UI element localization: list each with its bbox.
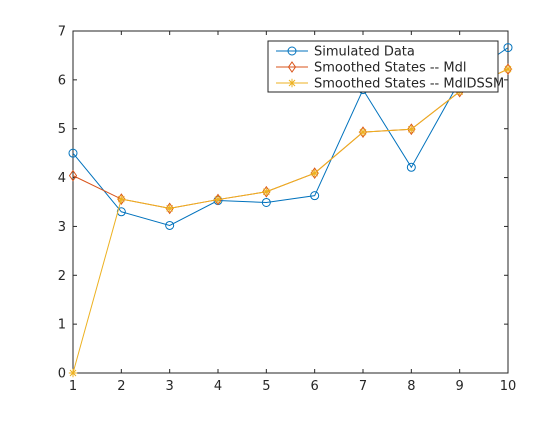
legend-marker (287, 46, 297, 56)
legend-label: Smoothed States -- Mdl (314, 61, 466, 76)
series-3 (68, 64, 513, 378)
data-point (68, 368, 78, 378)
y-tick-label: 0 (58, 367, 66, 382)
x-tick-label: 7 (359, 379, 367, 394)
data-point (165, 220, 175, 230)
y-tick-label: 1 (58, 318, 66, 333)
data-point (407, 125, 416, 134)
x-tick-label: 6 (311, 379, 319, 394)
x-tick-label: 10 (500, 379, 517, 394)
legend-item: Smoothed States -- MdlDSSM (276, 77, 504, 92)
data-point (406, 162, 416, 172)
data-point (503, 43, 513, 53)
x-tick-label: 3 (166, 379, 174, 394)
series-layer (68, 43, 513, 378)
legend-label: Smoothed States -- MdlDSSM (314, 77, 504, 92)
data-point (310, 168, 319, 178)
x-tick-label: 2 (117, 379, 125, 394)
y-tick-label: 7 (58, 25, 66, 40)
data-point (261, 197, 271, 207)
data-point (68, 169, 78, 182)
x-tick-label: 4 (214, 379, 222, 394)
series-line (72, 47, 509, 226)
x-tick-label: 9 (456, 379, 464, 394)
legend-marker (287, 61, 297, 73)
data-point (358, 127, 368, 137)
data-point (503, 64, 513, 74)
x-tick-label: 8 (407, 379, 415, 394)
data-point (213, 195, 223, 204)
data-point (165, 204, 174, 213)
data-point (117, 194, 126, 204)
y-tick-label: 5 (58, 122, 66, 137)
y-tick-label: 6 (58, 73, 66, 88)
data-point (68, 148, 78, 158)
plot-area-box (72, 30, 509, 374)
data-point (310, 191, 320, 201)
data-point (262, 187, 271, 196)
legend-item: Smoothed States -- Mdl (276, 61, 466, 76)
legend-label: Simulated Data (314, 45, 415, 60)
y-tick-label: 4 (58, 171, 66, 186)
legend-marker (287, 78, 297, 88)
y-tick-label: 2 (58, 269, 66, 284)
x-tick-label: 1 (69, 379, 77, 394)
series-line (72, 68, 509, 374)
legend-item: Simulated Data (276, 45, 415, 60)
x-tick-label: 5 (262, 379, 270, 394)
y-tick-label: 3 (58, 220, 66, 235)
